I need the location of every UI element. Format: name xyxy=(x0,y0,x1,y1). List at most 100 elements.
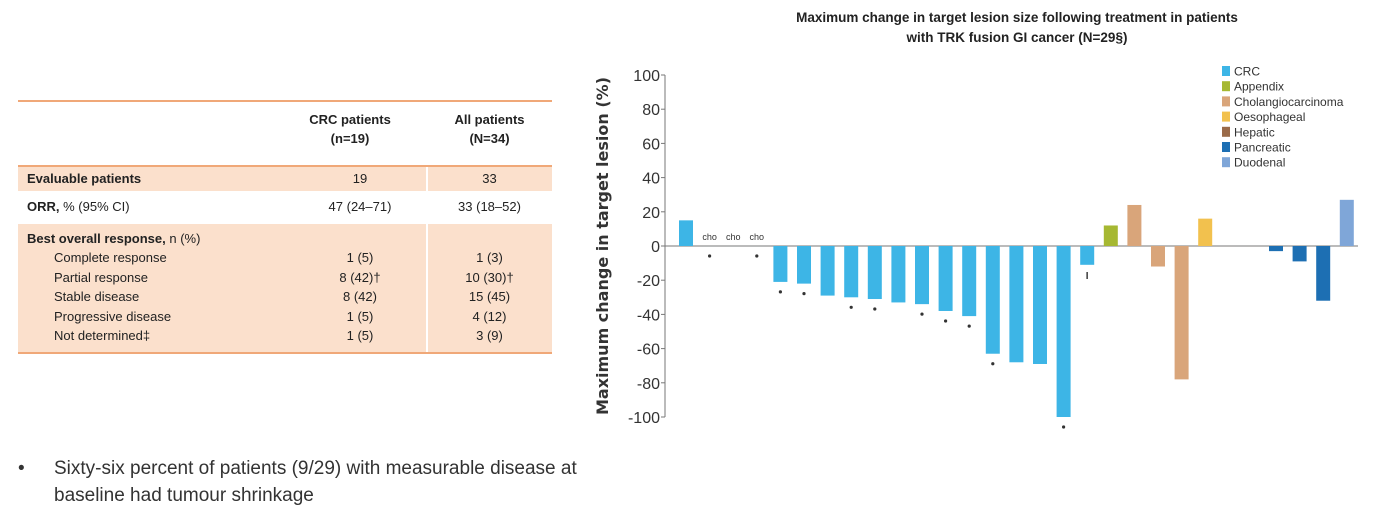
bar-marker-dot xyxy=(778,290,783,294)
bar-crc xyxy=(773,246,788,282)
table-subrow: Partial response 8 (42)† 10 (30)† xyxy=(18,268,552,288)
bar-crc xyxy=(679,220,693,246)
bar-crc xyxy=(891,246,906,303)
header-crc-title: CRC patients xyxy=(309,112,391,127)
bar-marker-dot xyxy=(849,305,853,309)
subrow-all: 15 (45) xyxy=(468,289,511,304)
bar-crc xyxy=(797,246,811,284)
legend-label: Duodenal xyxy=(1234,156,1285,170)
row-label: Evaluable patients xyxy=(27,171,142,186)
legend-swatch-crc xyxy=(1222,66,1230,76)
column-divider xyxy=(426,224,428,352)
subrow-label: Stable disease xyxy=(54,289,140,304)
header-all-n: (N=34) xyxy=(469,131,510,146)
subrow-crc: 1 (5) xyxy=(346,328,374,343)
legend-swatch-appendix xyxy=(1222,81,1230,92)
bar-marker-dot xyxy=(920,312,924,316)
bar-marker: I xyxy=(1086,271,1089,282)
orr-label-rest: % (95% CI) xyxy=(59,199,130,214)
bar-marker-dot xyxy=(802,292,806,296)
y-tick-label: 0 xyxy=(651,239,660,256)
y-tick-label: 100 xyxy=(633,68,660,85)
bar-pancreatic xyxy=(1292,246,1307,262)
bar-marker-dot xyxy=(708,254,712,258)
subrow-label: Complete response xyxy=(54,250,167,265)
column-divider xyxy=(426,167,428,191)
subrow-label: Progressive disease xyxy=(54,308,172,324)
bar-pancreatic xyxy=(1316,246,1331,301)
bar-cholangiocarcinoma xyxy=(1174,246,1189,380)
table-bottom-rule xyxy=(18,352,552,354)
bar-oesophageal xyxy=(1198,218,1213,246)
bar-annotation: cho xyxy=(750,232,765,242)
bar-crc xyxy=(820,246,835,296)
bullet-icon: • xyxy=(18,458,25,479)
header-crc: CRC patients (n=19) xyxy=(280,110,420,148)
y-tick-label: -60 xyxy=(637,342,660,359)
legend-swatch-cholangiocarcinoma xyxy=(1222,96,1230,107)
subrow-crc: 1 (5) xyxy=(346,250,374,265)
y-axis-label: Maximum change in target lesion (%) xyxy=(593,77,612,415)
bar-marker-dot xyxy=(755,254,759,258)
bar-crc xyxy=(915,246,929,305)
header-all: All patients (N=34) xyxy=(427,110,552,148)
table-row-evaluable: Evaluable patients 19 33 xyxy=(18,167,552,191)
legend-label: Hepatic xyxy=(1234,125,1275,139)
bar-marker-dot xyxy=(944,319,948,323)
subrow-all: 1 (3) xyxy=(476,250,503,265)
cell-crc: 19 xyxy=(352,171,368,186)
bar-marker-dot xyxy=(967,324,971,328)
bar-annotation: cho xyxy=(726,232,741,242)
header-all-title: All patients xyxy=(454,112,525,127)
y-tick-label: -80 xyxy=(637,376,660,393)
bar-duodenal xyxy=(1339,199,1354,246)
y-tick-label: 40 xyxy=(642,171,660,188)
bar-cholangiocarcinoma xyxy=(1151,246,1165,267)
row-label: ORR, % (95% CI) xyxy=(27,192,130,222)
bullet-text: Sixty-six percent of patients (9/29) wit… xyxy=(54,458,577,506)
header-crc-n: (n=19) xyxy=(330,131,370,146)
bar-annotation: cho xyxy=(702,232,717,242)
bar-pancreatic xyxy=(1269,246,1283,252)
table-subrow: Progressive disease 1 (5) 4 (12) xyxy=(18,307,552,327)
bar-crc xyxy=(1009,246,1024,363)
bar-cholangiocarcinoma xyxy=(1127,204,1142,246)
y-tick-label: 80 xyxy=(642,102,660,119)
y-tick-label: 20 xyxy=(642,205,660,222)
legend-swatch-oesophageal xyxy=(1222,111,1230,122)
bar-appendix xyxy=(1103,225,1118,246)
best-label-bold: Best overall response, xyxy=(27,231,166,246)
legend-swatch-hepatic xyxy=(1222,126,1230,137)
bar-marker-dot xyxy=(991,362,995,366)
bar-crc xyxy=(962,246,977,317)
subrow-crc: 1 (5) xyxy=(346,308,374,324)
orr-label-bold: ORR, xyxy=(27,199,60,214)
subrow-crc: 8 (42) xyxy=(343,289,377,304)
bar-crc xyxy=(985,246,1000,354)
legend-label: Pancreatic xyxy=(1234,141,1291,155)
y-tick-label: -40 xyxy=(637,307,660,324)
subrow-crc: 8 (42)† xyxy=(339,269,381,285)
header-rule xyxy=(18,165,552,167)
chart-title-line1: Maximum change in target lesion size fol… xyxy=(796,10,1238,25)
legend-label: CRC xyxy=(1234,65,1260,79)
legend-swatch-pancreatic xyxy=(1222,142,1230,152)
legend-label: Cholangiocarcinoma xyxy=(1234,95,1344,109)
legend-swatch-duodenal xyxy=(1222,157,1230,168)
cell-crc: 47 (24–71) xyxy=(328,199,392,214)
y-tick-label: -100 xyxy=(628,410,660,427)
subrow-label: Partial response xyxy=(54,269,148,285)
bar-crc xyxy=(938,246,953,311)
chart-title-line2: with TRK fusion GI cancer (N=29§) xyxy=(906,30,1128,45)
bar-crc xyxy=(844,246,859,298)
best-response-subrows: Complete response 1 (5) 1 (3) Partial respo… xyxy=(18,248,552,346)
cell-all: 33 xyxy=(482,171,497,186)
y-tick-label: 60 xyxy=(642,136,660,153)
bar-crc xyxy=(1056,246,1071,417)
y-tick-label: -20 xyxy=(637,273,660,290)
best-label-rest: n (%) xyxy=(165,231,201,246)
table-subrow: Complete response 1 (5) 1 (3) xyxy=(18,248,552,268)
legend-label: Appendix xyxy=(1234,80,1284,94)
bar-crc xyxy=(1080,246,1095,265)
